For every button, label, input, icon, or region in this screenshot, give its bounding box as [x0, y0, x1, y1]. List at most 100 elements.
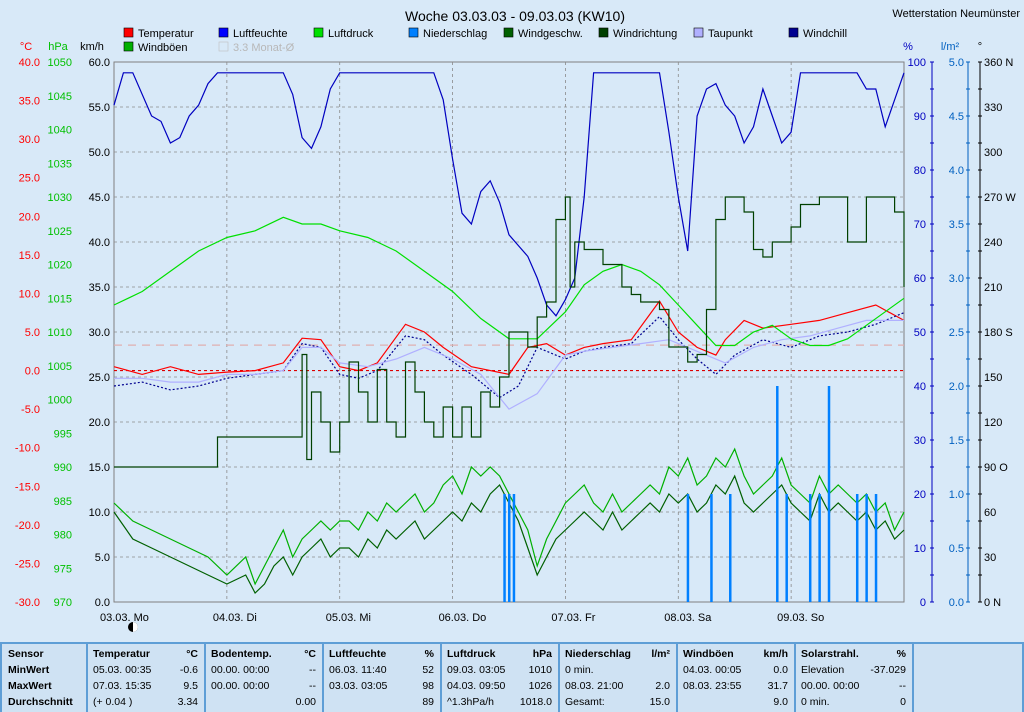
axis-tick-label: 1040 — [48, 125, 72, 137]
axis-tick-label: 10.0 — [19, 288, 40, 300]
series-luftfeuchte — [113, 72, 905, 317]
legend-item: Luftdruck — [313, 27, 374, 40]
axis-tick-label: 30 — [984, 552, 996, 564]
stats-cell-time: 04.03. 09:50 — [447, 680, 506, 692]
stats-title: Temperatur — [93, 648, 150, 660]
stats-cell-value: 31.7 — [767, 680, 788, 692]
axis-tick-label: 90 O — [984, 462, 1008, 474]
series-niederschlag — [503, 386, 878, 602]
axis-tick-label: 1050 — [48, 57, 72, 69]
axis-tick-label: 45.0 — [89, 192, 110, 204]
axis-tick-label: 210 — [984, 282, 1002, 294]
legend-swatch — [408, 27, 419, 38]
stats-cell-time: 08.03. 21:00 — [565, 680, 624, 692]
legend: Temperatur Luftfeuchte Luftdruck Niederschl… — [123, 27, 847, 54]
axis-tick-label: 180 S — [984, 327, 1013, 339]
legend-item: Taupunkt — [693, 27, 753, 40]
legend-item: Windrichtung — [598, 27, 677, 40]
stats-cell-value: 1018.0 — [519, 696, 552, 708]
stats-cell-time: ^1.3hPa/h — [447, 696, 494, 708]
stats-cell-value: 3.34 — [177, 696, 198, 708]
axis-tick-label: 1045 — [48, 91, 72, 103]
stats-title: Windböen — [683, 648, 734, 660]
stats-niederschlag: Niederschlag l/m² 0 min. 08.03. 21:00 2.0 Ges… — [560, 644, 676, 712]
axis-tick-label: 30.0 — [89, 327, 110, 339]
legend-item: Luftfeuchte — [218, 27, 287, 40]
axis-tick-label: 1025 — [48, 226, 72, 238]
stats-cell-value: 0.00 — [295, 696, 316, 708]
axis-tick-label: 970 — [54, 597, 72, 609]
stats-luftdruck: Luftdruck hPa 09.03. 03:05 1010 04.03. 09:50… — [442, 644, 558, 712]
axis-tick-label: -25.0 — [15, 558, 40, 570]
stats-empty — [914, 644, 1022, 712]
stats-cell-value: 2.0 — [655, 680, 670, 692]
stats-cell-value: -37.029 — [870, 664, 906, 676]
stats-cell-value: 98 — [422, 680, 434, 692]
stats-title: Niederschlag — [565, 648, 631, 660]
axis-tick-label: 4.5 — [949, 111, 964, 123]
axis-tick-label: 120 — [984, 417, 1002, 429]
axis-tick-label: 150 — [984, 372, 1002, 384]
stats-cell-value: 52 — [422, 664, 434, 676]
x-tick-label: 06.03. Do — [439, 612, 487, 624]
axis-tick-label: 30.0 — [19, 134, 40, 146]
legend-swatch — [313, 27, 324, 38]
stats-cell-value: 1026 — [528, 680, 552, 692]
legend-label: Windchill — [803, 28, 847, 40]
legend-swatch — [218, 27, 229, 38]
axis-tick-label: 360 N — [984, 57, 1013, 69]
axis-tick-label: 90 — [914, 111, 926, 123]
axis-unit-label: ° — [978, 41, 982, 53]
axis-tick-label: -5.0 — [21, 404, 40, 416]
axis-tick-label: 1005 — [48, 361, 72, 373]
stats-title: Luftdruck — [447, 648, 496, 660]
stats-cell-value: 9.5 — [183, 680, 198, 692]
axis-tick-label: -30.0 — [15, 597, 40, 609]
stats-cell-value: 1010 — [528, 664, 552, 676]
series-luftdruck — [113, 216, 905, 347]
axis-tick-label: 975 — [54, 563, 72, 575]
stats-unit: °C — [186, 648, 198, 660]
x-tick-label: 04.03. Di — [213, 612, 257, 624]
axis-tick-label: -15.0 — [15, 481, 40, 493]
stats-panel: Sensor MinWert MaxWert Durchschnitt Temp… — [0, 642, 1024, 712]
stats-cell-time: 08.03. 23:55 — [683, 680, 742, 692]
axis-tick-label: 985 — [54, 496, 72, 508]
axis-tick-label: 5.0 — [25, 327, 40, 339]
stats-cell-value: -- — [899, 680, 906, 692]
legend-label: Windrichtung — [613, 28, 677, 40]
rain-bar — [785, 494, 788, 602]
axis-tick-label: 40.0 — [19, 57, 40, 69]
axis-tick-label: 15.0 — [89, 462, 110, 474]
stats-cell-time: 00.00. 00:00 — [211, 680, 270, 692]
label-maxwert: MaxWert — [8, 680, 52, 692]
stats-cell-value: 0.0 — [773, 664, 788, 676]
axis-tick-label: 60.0 — [89, 57, 110, 69]
axis-tick-label: 20.0 — [89, 417, 110, 429]
stats-title: Bodentemp. — [211, 648, 272, 660]
stats-unit: l/m² — [651, 648, 670, 660]
axis-unit-label: km/h — [80, 41, 104, 53]
x-tick-label: 09.03. So — [777, 612, 824, 624]
axis-unit-label: hPa — [48, 41, 68, 53]
legend-swatch — [123, 27, 134, 38]
x-tick-label: 08.03. Sa — [664, 612, 712, 624]
stats-cell-value: -0.6 — [179, 664, 198, 676]
axis-tick-label: 40 — [914, 381, 926, 393]
series-layer — [113, 72, 905, 602]
axis-tick-label: 5.0 — [95, 552, 110, 564]
legend-label: Windgeschw. — [518, 28, 583, 40]
axis-tick-label: 270 W — [984, 192, 1016, 204]
axis-tick-label: 0 — [920, 597, 926, 609]
stats-cell-value: 89 — [422, 696, 434, 708]
stats-cell-time: 07.03. 15:35 — [93, 680, 152, 692]
axis-tick-label: 0.0 — [949, 597, 964, 609]
stats-cell-time: 04.03. 00:05 — [683, 664, 742, 676]
axis-tick-label: 35.0 — [89, 282, 110, 294]
axis-tick-label: 5.0 — [949, 57, 964, 69]
axis-tick-label: 4.0 — [949, 165, 964, 177]
stats-cell-time: 00.00. 00:00 — [211, 664, 270, 676]
stats-title: Luftfeuchte — [329, 648, 387, 660]
x-tick-label: 05.03. Mi — [326, 612, 371, 624]
axis-tick-label: 980 — [54, 530, 72, 542]
